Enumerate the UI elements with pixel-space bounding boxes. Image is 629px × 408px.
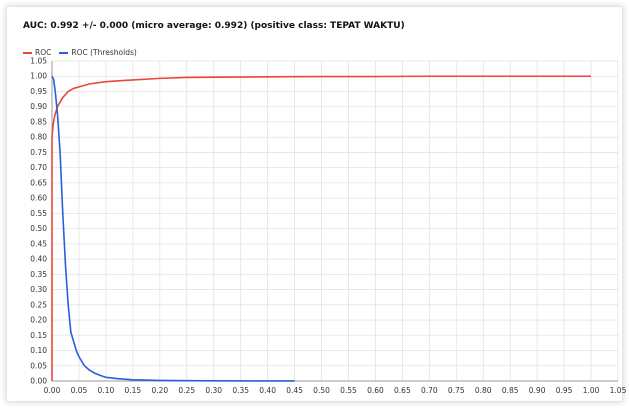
y-tick-label: 0.90 xyxy=(30,102,47,111)
x-tick-label: 0.45 xyxy=(286,386,303,395)
x-tick-label: 0.05 xyxy=(71,386,88,395)
legend-item-roc-thresholds: ROC (Thresholds) xyxy=(59,48,137,57)
chart-legend: ROC ROC (Thresholds) xyxy=(23,48,141,57)
y-tick-label: 0.75 xyxy=(30,148,47,157)
legend-swatch-roc-thresholds xyxy=(59,51,69,54)
x-tick-label: 0.15 xyxy=(125,386,142,395)
x-tick-label: 0.85 xyxy=(502,386,519,395)
y-tick-label: 0.80 xyxy=(30,133,47,142)
y-tick-label: 0.05 xyxy=(30,361,47,370)
x-tick-label: 0.40 xyxy=(259,386,276,395)
y-tick-label: 0.50 xyxy=(30,224,47,233)
y-tick-label: 0.30 xyxy=(30,285,47,294)
y-tick-label: 0.15 xyxy=(30,331,47,340)
x-tick-label: 1.05 xyxy=(610,386,627,395)
x-tick-label: 0.55 xyxy=(340,386,357,395)
y-tick-label: 0.40 xyxy=(30,255,47,264)
plot-area xyxy=(52,61,618,381)
series-line-roc-thresholds xyxy=(51,75,295,382)
y-tick-label: 1.00 xyxy=(30,72,47,81)
y-tick-label: 0.65 xyxy=(30,178,47,187)
x-tick-label: 1.00 xyxy=(583,386,600,395)
y-tick-label: 0.20 xyxy=(30,316,47,325)
y-tick-label: 0.25 xyxy=(30,300,47,309)
y-tick-label: 0.00 xyxy=(30,377,47,386)
x-tick-label: 0.95 xyxy=(556,386,573,395)
x-tick-label: 0.10 xyxy=(98,386,115,395)
x-tick-label: 0.30 xyxy=(205,386,222,395)
y-tick-label: 0.85 xyxy=(30,117,47,126)
chart-title: AUC: 0.992 +/- 0.000 (micro average: 0.9… xyxy=(23,21,405,31)
y-tick-label: 1.05 xyxy=(30,57,47,66)
x-tick-label: 0.60 xyxy=(367,386,384,395)
x-tick-label: 0.35 xyxy=(232,386,249,395)
x-tick-label: 0.00 xyxy=(44,386,61,395)
x-tick-label: 0.65 xyxy=(394,386,411,395)
y-tick-label: 0.10 xyxy=(30,346,47,355)
x-tick-label: 0.75 xyxy=(448,386,465,395)
y-tick-label: 0.55 xyxy=(30,209,47,218)
legend-swatch-roc xyxy=(23,51,32,54)
x-tick-label: 0.50 xyxy=(313,386,330,395)
legend-label-roc: ROC xyxy=(35,48,52,57)
y-tick-label: 0.35 xyxy=(30,270,47,279)
series-line-roc xyxy=(51,75,592,381)
y-tick-label: 0.45 xyxy=(30,239,47,248)
x-tick-label: 0.20 xyxy=(151,386,168,395)
x-tick-label: 0.80 xyxy=(475,386,492,395)
y-tick-label: 0.95 xyxy=(30,87,47,96)
y-tick-label: 0.60 xyxy=(30,194,47,203)
legend-item-roc: ROC xyxy=(23,48,51,57)
legend-label-roc-thresholds: ROC (Thresholds) xyxy=(71,48,137,57)
x-tick-label: 0.70 xyxy=(421,386,438,395)
x-tick-label: 0.25 xyxy=(178,386,195,395)
x-tick-label: 0.90 xyxy=(529,386,546,395)
y-tick-label: 0.70 xyxy=(30,163,47,172)
